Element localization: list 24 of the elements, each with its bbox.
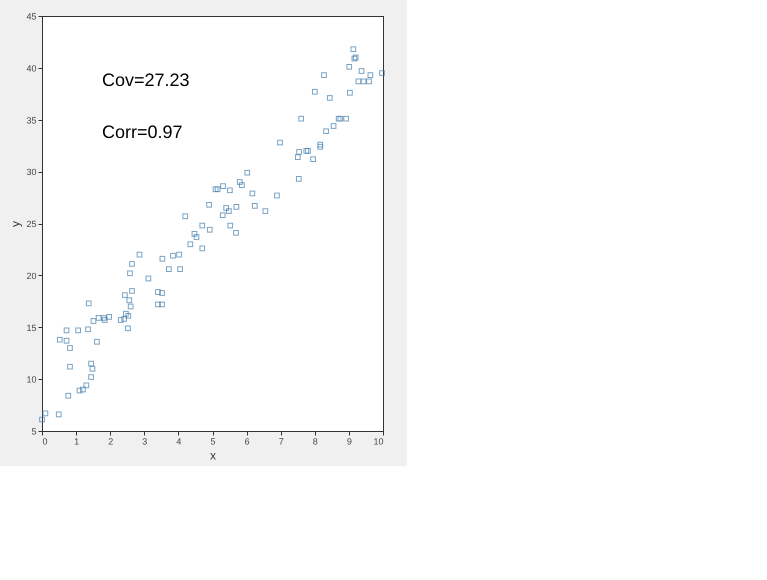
x-tick-label: 3 <box>142 436 148 446</box>
x-axis-title: x <box>210 448 216 462</box>
y-tick-label: 30 <box>26 167 36 178</box>
y-tick-label: 40 <box>26 63 36 74</box>
x-tick-label: 10 <box>373 436 384 446</box>
y-tick-label: 20 <box>26 270 36 281</box>
x-tick-label: 1 <box>74 436 80 446</box>
annotation: Corr=0.97 <box>102 122 183 142</box>
x-tick-label: 9 <box>346 436 352 446</box>
y-axis-title: y <box>8 221 22 227</box>
y-tick-label: 15 <box>26 322 36 333</box>
x-tick-label: 2 <box>108 436 114 446</box>
x-tick-label: 5 <box>210 436 216 446</box>
x-tick-label: 7 <box>278 436 284 446</box>
annotation: Cov=27.23 <box>102 70 190 90</box>
x-tick-label: 8 <box>312 436 318 446</box>
x-tick-label: 6 <box>244 436 250 446</box>
y-tick-label: 45 <box>26 12 36 22</box>
y-tick-label: 35 <box>26 115 36 126</box>
y-tick-label: 25 <box>26 219 36 229</box>
x-tick-label: 4 <box>176 436 182 446</box>
x-tick-label: 0 <box>42 436 48 446</box>
y-tick-label: 10 <box>26 374 36 385</box>
y-tick-label: 5 <box>31 426 36 436</box>
